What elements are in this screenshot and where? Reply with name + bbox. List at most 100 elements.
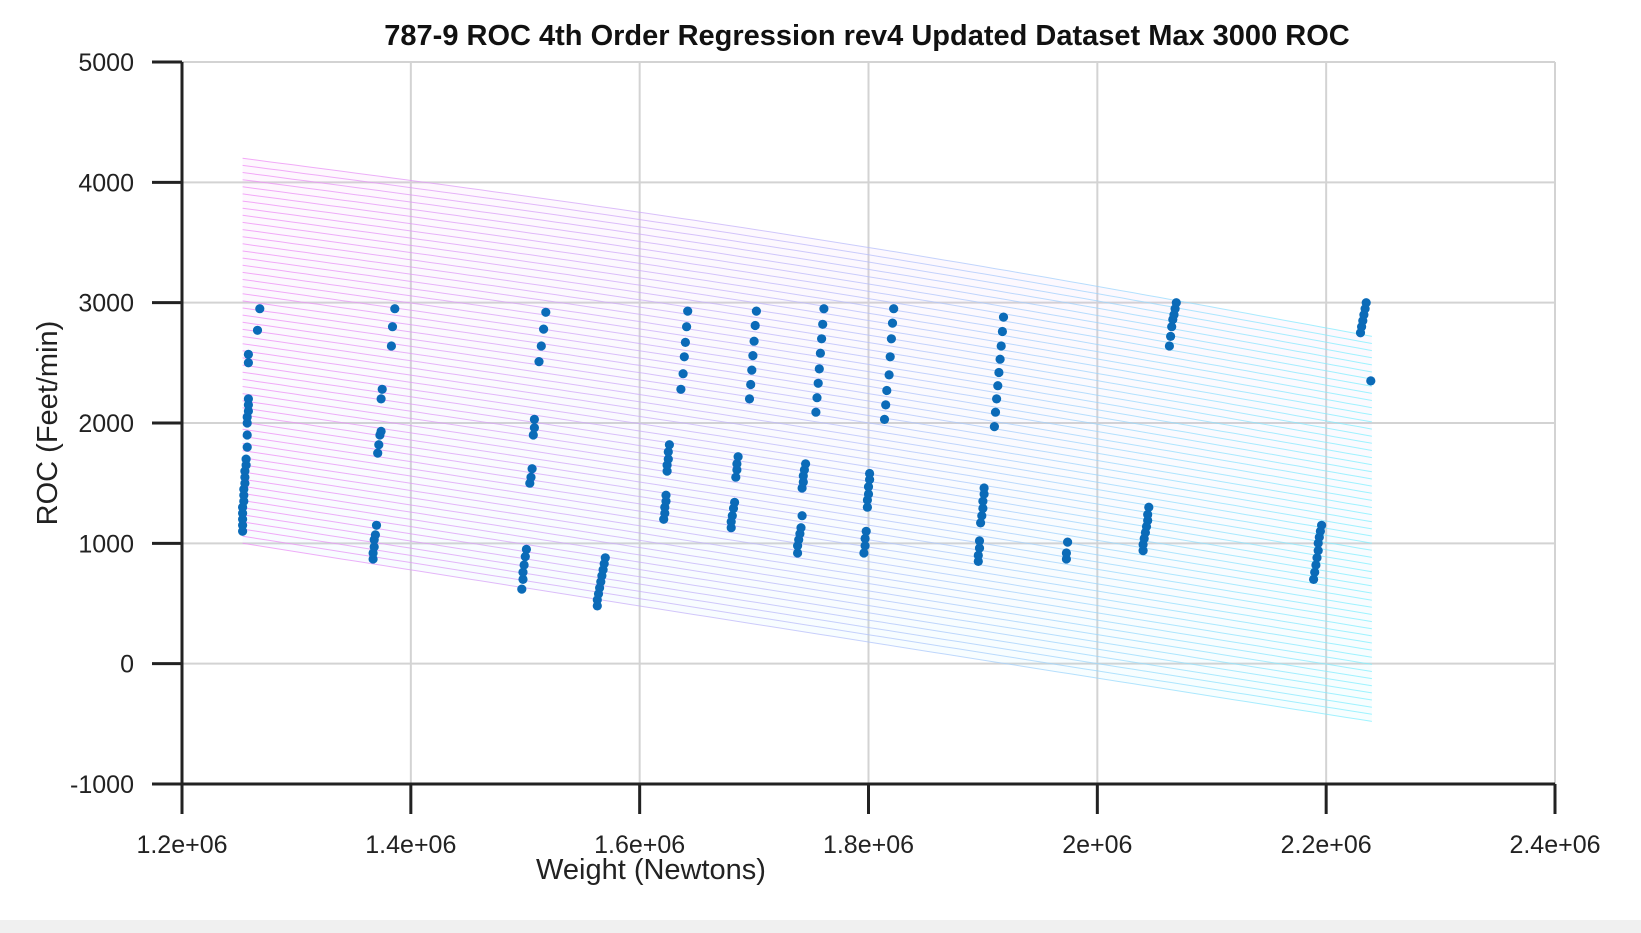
data-point (676, 384, 686, 394)
data-point (811, 407, 821, 417)
data-point (750, 320, 760, 331)
data-point (1171, 298, 1181, 308)
data-point (376, 426, 386, 436)
data-point (1063, 537, 1073, 547)
data-point (746, 379, 756, 390)
data-point (1143, 509, 1153, 520)
data-point (243, 358, 253, 368)
data-point (663, 454, 673, 464)
tick-labels: 1.2e+06 1.4e+06 1.6e+06 1.8e+06 2e+06 2.2e+06… (70, 49, 1600, 859)
data-point (797, 511, 807, 521)
data-point (732, 459, 742, 469)
data-point (998, 312, 1009, 322)
data-point (663, 447, 673, 457)
data-point (539, 324, 549, 334)
regression-surface (242, 157, 1373, 722)
data-point (889, 304, 899, 314)
data-point (390, 304, 400, 314)
data-point (818, 319, 828, 329)
data-point (1317, 520, 1327, 530)
data-point (369, 542, 379, 552)
x-tick-label: 1.4e+06 (365, 831, 456, 859)
data-point (1061, 548, 1071, 558)
x-tick-label: 1.6e+06 (594, 831, 685, 859)
data-point (1310, 567, 1320, 577)
x-axis-label: Weight (Newtons) (536, 854, 766, 886)
x-tick-label: 2.4e+06 (1509, 831, 1600, 859)
data-point (887, 318, 898, 328)
data-point (517, 584, 527, 594)
data-point (727, 511, 737, 521)
data-point (680, 337, 691, 347)
data-point (879, 414, 890, 424)
data-point (528, 430, 538, 440)
data-point (993, 381, 1003, 391)
data-point (861, 526, 871, 536)
data-point (978, 503, 988, 513)
data-point (801, 459, 811, 469)
data-point (881, 400, 891, 410)
data-point (996, 341, 1006, 351)
data-point (796, 523, 806, 533)
y-tick-label: 2000 (78, 410, 134, 438)
data-point (882, 385, 892, 396)
data-point (377, 384, 387, 394)
chart-title: 787-9 ROC 4th Order Regression rev4 Upda… (384, 20, 1349, 52)
data-point (733, 452, 743, 462)
data-point (1167, 322, 1177, 332)
data-point (814, 364, 824, 374)
data-point (252, 325, 263, 335)
data-point (541, 307, 551, 317)
data-point (994, 367, 1004, 378)
y-tick-label: 4000 (78, 169, 134, 197)
data-point (859, 548, 869, 558)
data-point (976, 518, 986, 528)
data-point (521, 544, 532, 555)
axes (152, 60, 1557, 814)
data-point (989, 422, 1000, 432)
data-point (979, 483, 989, 493)
data-point (242, 430, 252, 440)
y-tick-label: 3000 (78, 290, 134, 318)
data-point (885, 352, 895, 362)
x-tick-label: 1.8e+06 (823, 831, 914, 859)
data-point (744, 394, 755, 404)
data-point (529, 414, 540, 424)
data-point (371, 520, 382, 530)
data-point (995, 354, 1005, 364)
data-point (1361, 298, 1371, 308)
data-point (527, 464, 537, 474)
data-point (529, 423, 540, 433)
data-point (519, 560, 529, 570)
y-tick-label: -1000 (70, 771, 134, 799)
y-axis-label: ROC (Feet/min) (32, 321, 64, 526)
x-tick-label: 2e+06 (1062, 831, 1132, 859)
data-point (683, 306, 693, 316)
data-point (682, 322, 692, 332)
y-tick-label: 1000 (78, 530, 134, 558)
data-point (376, 394, 386, 404)
data-point (819, 304, 829, 314)
data-point (1144, 502, 1154, 512)
x-tick-label: 1.2e+06 (136, 831, 227, 859)
data-point (241, 454, 251, 464)
y-tick-label: 0 (120, 651, 134, 679)
x-tick-label: 2.2e+06 (1281, 831, 1372, 859)
data-point (748, 351, 758, 361)
data-point (884, 370, 894, 380)
data-point (1164, 341, 1174, 351)
data-point (812, 393, 822, 403)
data-point (518, 574, 528, 585)
data-point (242, 442, 252, 452)
data-point (793, 548, 803, 558)
data-point (974, 536, 985, 546)
data-point (1309, 574, 1319, 585)
window-bottom-strip (0, 920, 1641, 933)
data-point (992, 394, 1002, 404)
data-point (860, 533, 870, 544)
data-point (243, 349, 253, 359)
data-point (679, 352, 689, 362)
data-point (862, 502, 873, 512)
data-point (860, 541, 870, 551)
data-point (243, 394, 253, 404)
